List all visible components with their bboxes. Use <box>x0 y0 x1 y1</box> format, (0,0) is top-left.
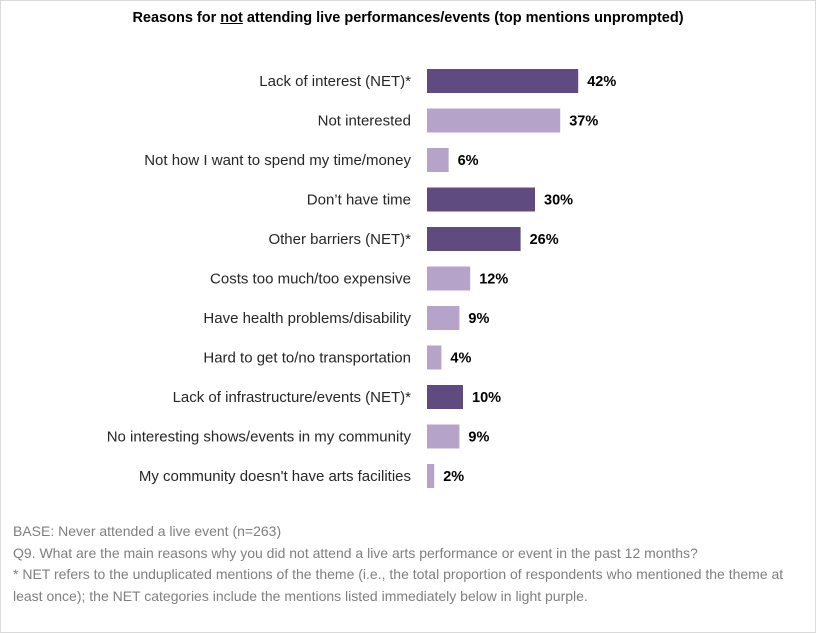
category-label: Lack of infrastructure/events (NET)* <box>173 389 412 406</box>
base-note: BASE: Never attended a live event (n=263… <box>13 523 282 539</box>
sub-bar <box>427 345 442 370</box>
value-label: 12% <box>479 272 508 288</box>
category-label: Don’t have time <box>307 192 411 209</box>
chart-notes: BASE: Never attended a live event (n=263… <box>13 521 803 607</box>
category-label: Not how I want to spend my time/money <box>144 152 411 169</box>
category-label: Costs too much/too expensive <box>210 271 411 288</box>
value-label: 26% <box>530 232 559 248</box>
sub-bar <box>427 306 460 330</box>
chart-title-end: attending live performances/events (top … <box>242 10 684 26</box>
net-bar <box>427 69 579 93</box>
value-label: 37% <box>569 114 598 130</box>
category-label: Have health problems/disability <box>203 310 411 327</box>
bar-chart: Lack of interest (NET)* 42% Not interested… <box>107 69 616 488</box>
sub-bar <box>427 464 435 488</box>
category-label: Not interested <box>318 113 411 130</box>
net-bar <box>427 227 521 251</box>
category-label: No interesting shows/events in my commun… <box>107 429 412 446</box>
category-label: Lack of interest (NET)* <box>259 73 411 90</box>
chart-title-underlined: not <box>220 10 243 26</box>
net-footnote: * NET refers to the unduplicated mention… <box>13 566 784 604</box>
value-label: 30% <box>544 193 573 209</box>
net-bar <box>427 187 535 212</box>
category-label: My community doesn't have arts facilitie… <box>139 468 411 485</box>
chart-title: Reasons for not attending live performan… <box>1 10 815 26</box>
net-bar <box>427 385 463 409</box>
sub-bar <box>427 266 471 291</box>
value-label: 4% <box>450 351 471 367</box>
value-label: 2% <box>443 469 464 485</box>
value-label: 42% <box>587 74 616 90</box>
question-note: Q9. What are the main reasons why you di… <box>13 544 698 561</box>
value-label: 9% <box>468 430 489 446</box>
sub-bar <box>427 108 561 133</box>
sub-bar <box>427 148 449 172</box>
category-label: Other barriers (NET)* <box>268 231 411 248</box>
value-label: 9% <box>468 311 489 327</box>
value-label: 10% <box>472 390 501 406</box>
sub-bar <box>427 424 460 449</box>
value-label: 6% <box>458 153 479 169</box>
chart-title-start: Reasons for <box>132 10 221 26</box>
category-label: Hard to get to/no transportation <box>203 350 411 367</box>
